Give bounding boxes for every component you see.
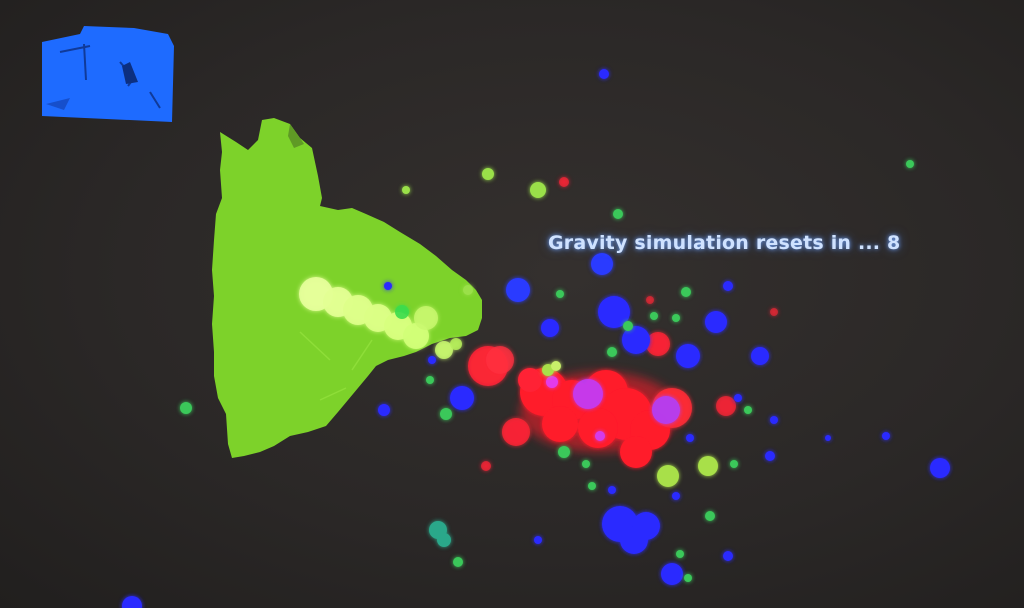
blue-particles (122, 69, 950, 608)
reset-countdown-value: 8 (887, 232, 901, 254)
green-particles (180, 160, 914, 582)
reset-countdown-label: Gravity simulation resets in ... 8 (548, 232, 900, 254)
depth-silhouette (212, 118, 482, 458)
red-particle-cluster (468, 177, 778, 471)
depth-camera-inset (42, 26, 174, 122)
reset-countdown-prefix: Gravity simulation resets in ... (548, 232, 881, 254)
hand-trail (299, 277, 462, 359)
